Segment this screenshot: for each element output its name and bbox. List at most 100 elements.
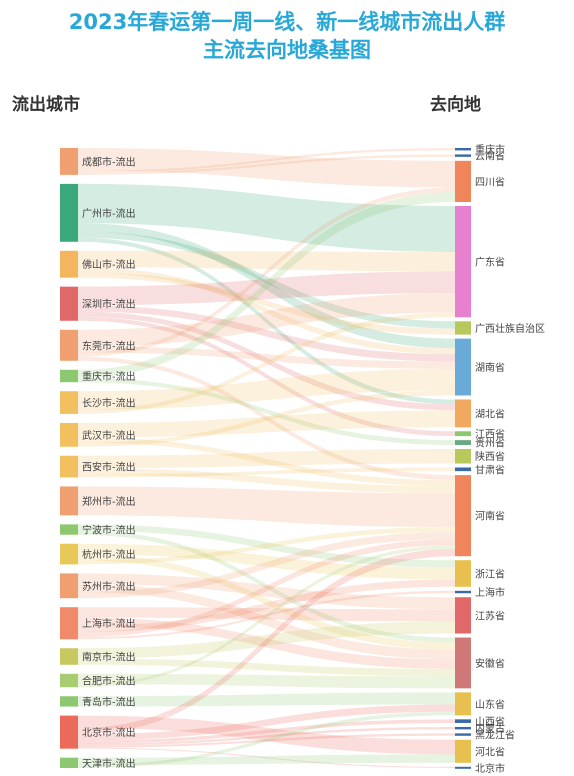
target-node-label: 上海市: [475, 586, 505, 599]
target-node-label: 陕西省: [475, 450, 505, 463]
source-node-bar: [60, 369, 78, 383]
target-node-label: 湖南省: [475, 361, 505, 374]
target-node-bar: [455, 692, 471, 716]
source-node-label: 郑州市-流出: [82, 495, 136, 508]
source-node-label: 佛山市-流出: [82, 258, 136, 271]
source-node-bar: [60, 673, 78, 688]
target-node-label: 甘肃省: [475, 463, 505, 476]
source-node-bar: [60, 648, 78, 665]
target-node-label: 江西省: [475, 428, 505, 441]
target-node-label: 安徽省: [475, 657, 505, 670]
target-node-bar: [455, 766, 471, 769]
target-node-label: 山东省: [475, 698, 505, 711]
target-node-bar: [455, 321, 471, 335]
sankey-links: [78, 148, 455, 768]
source-node-label: 成都市-流出: [82, 155, 136, 168]
flow-link: [78, 524, 455, 568]
source-node-bar: [60, 286, 78, 321]
target-node-label: 北京市: [475, 762, 505, 775]
target-node-bar: [455, 637, 471, 689]
source-node-bar: [60, 391, 78, 414]
flow-link: [78, 486, 455, 528]
target-node-label: 云南省: [475, 150, 505, 163]
flow-link: [78, 356, 455, 480]
flow-link: [78, 530, 455, 643]
source-node-label: 广州市-流出: [82, 207, 136, 220]
source-node-label: 北京市-流出: [82, 726, 136, 739]
flow-link: [78, 312, 455, 414]
flow-link: [78, 573, 455, 610]
flow-link: [78, 692, 455, 707]
flow-link: [78, 148, 455, 188]
source-node-label: 东莞市-流出: [82, 339, 136, 352]
source-node-label: 南京市-流出: [82, 651, 136, 664]
flow-link: [78, 437, 455, 487]
flow-link: [78, 554, 455, 650]
flow-link: [78, 192, 455, 379]
source-node-label: 深圳市-流出: [82, 298, 136, 311]
flow-link: [78, 250, 455, 272]
flow-link: [78, 316, 455, 437]
target-node-label: 重庆市: [475, 143, 505, 156]
source-node-label: 青岛市-流出: [82, 695, 136, 708]
source-node-label: 上海市-流出: [82, 617, 136, 630]
flow-link: [78, 543, 455, 580]
target-node-bar: [455, 160, 471, 202]
source-node-label: 杭州市-流出: [82, 548, 136, 561]
target-node-bar: [455, 338, 471, 396]
target-node-bar: [455, 733, 471, 736]
flow-link: [78, 726, 455, 746]
target-node-bar: [455, 739, 471, 763]
flow-link: [78, 293, 455, 347]
target-node-label: 山西省: [475, 715, 505, 728]
target-node-label: 黑龙江省: [475, 729, 515, 742]
target-node-bar: [455, 597, 471, 634]
target-node-label: 江苏省: [475, 609, 505, 622]
source-node-label: 武汉市-流出: [82, 429, 136, 442]
flow-link: [78, 617, 455, 669]
flow-link: [78, 271, 455, 306]
flow-link: [78, 154, 455, 175]
flow-link: [78, 368, 455, 410]
source-node-bar: [60, 486, 78, 516]
source-node-bar: [60, 696, 78, 707]
target-node-label: 内蒙古: [475, 722, 505, 735]
target-node-label: 河南省: [475, 510, 505, 523]
source-node-bar: [60, 543, 78, 565]
source-node-label: 西安市-流出: [82, 461, 136, 474]
source-node-bar: [60, 250, 78, 278]
flow-link: [78, 267, 455, 355]
target-node-bar: [455, 448, 471, 464]
source-node-bar: [60, 455, 78, 478]
flow-link: [78, 539, 455, 638]
left-column-header: 流出城市: [12, 95, 80, 115]
source-node-label: 苏州市-流出: [82, 580, 136, 593]
source-node-bar: [60, 422, 78, 447]
flow-link: [78, 223, 455, 349]
target-node-label: 湖北省: [475, 407, 505, 420]
flow-link: [78, 583, 455, 660]
source-node-bar: [60, 715, 78, 749]
flow-link: [78, 590, 455, 640]
flow-link: [78, 311, 455, 411]
target-node-bar: [455, 719, 471, 723]
flow-link: [78, 187, 455, 357]
source-node-label: 天津市-流出: [82, 757, 136, 770]
chart-title: 2023年春运第一周一线、新一线城市流出人群 主流去向地桑基图: [0, 8, 574, 64]
target-node-bar: [455, 399, 471, 428]
source-node-label: 重庆市-流出: [82, 370, 136, 383]
flow-link: [78, 531, 455, 599]
source-nodes: 成都市-流出广州市-流出佛山市-流出深圳市-流出东莞市-流出重庆市-流出长沙市-…: [60, 148, 136, 770]
flow-link: [78, 272, 455, 335]
flow-link: [78, 548, 455, 735]
target-node-bar: [455, 467, 471, 472]
target-node-label: 广东省: [475, 256, 505, 269]
source-node-bar: [60, 524, 78, 535]
target-node-label: 河北省: [475, 745, 505, 758]
flow-link: [78, 410, 455, 438]
target-node-bar: [455, 205, 471, 318]
source-node-bar: [60, 183, 78, 242]
flow-link: [78, 183, 455, 252]
flow-link: [78, 621, 455, 659]
